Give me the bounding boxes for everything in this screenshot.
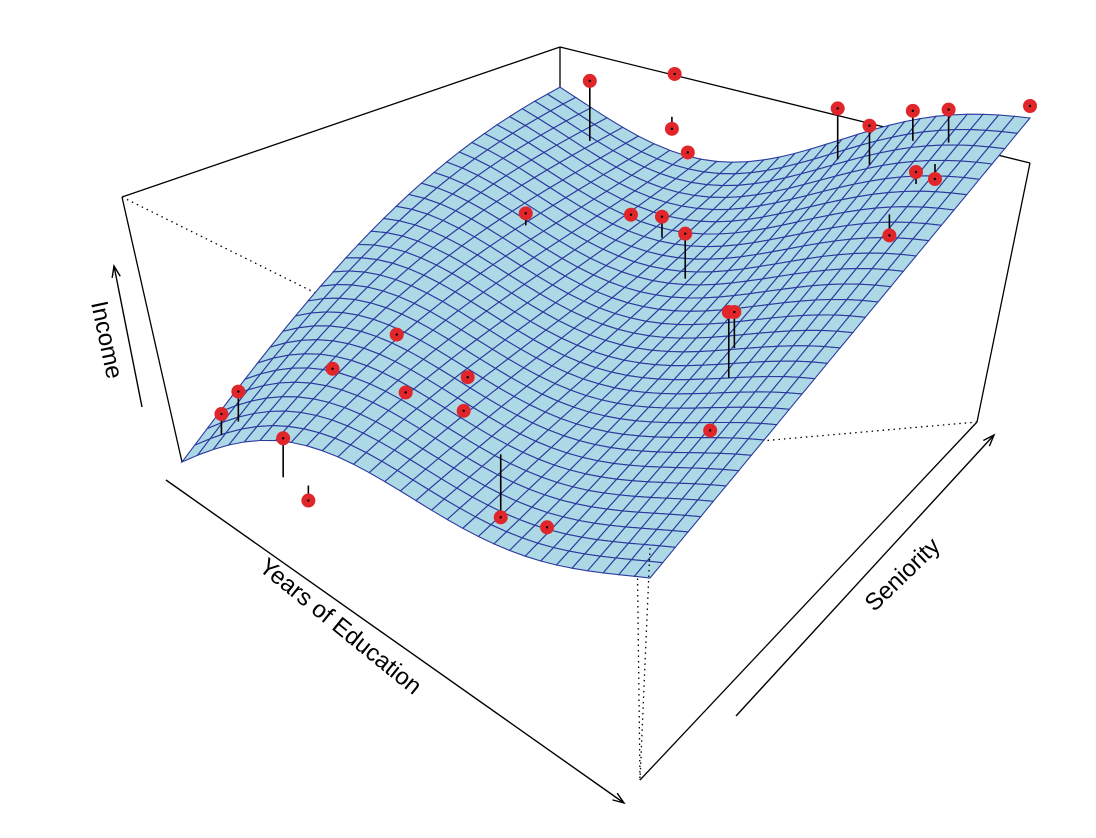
point-center-obs-19 [684,232,687,235]
box-front-edges [639,162,1031,781]
point-center-obs-16 [686,151,690,154]
point-center-obs-15 [670,127,674,131]
point-center-obs-24 [868,124,871,127]
box-edge-right [976,162,1031,423]
x-axis-arrow-head [612,792,626,805]
fitted-surface [180,86,1032,579]
x-axis-arrow-shaft [165,479,625,804]
point-center-obs-10 [499,516,502,519]
point-center-obs-30 [1028,104,1032,108]
box-edge-left [121,196,183,463]
point-center-obs-6 [395,333,398,336]
box-edge-front-vertical [639,547,651,781]
point-center-obs-21 [733,310,736,314]
point-center-obs-25 [911,109,915,113]
point-center-obs-12 [524,212,527,215]
box-edge-floor-back [635,421,978,453]
y-axis-arrow-shaft [735,434,995,717]
point-center-obs-17 [660,215,664,218]
point-center-obs-4 [307,499,310,502]
point-center-obs-5 [331,367,334,370]
y-axis-arrow-head [983,433,996,447]
point-center-obs-14 [673,72,676,76]
axis-arrows [111,263,996,805]
box-edge-top-left [121,46,561,198]
point-center-obs-3 [281,437,285,440]
point-center-obs-26 [947,108,950,111]
point-center-obs-1 [220,412,223,416]
point-center-obs-7 [404,391,407,394]
point-center-obs-11 [545,526,549,529]
z-axis-arrow-shaft [113,265,143,408]
point-center-obs-22 [708,429,712,432]
point-center-obs-18 [629,213,633,216]
z-axis-arrow-head [111,263,121,278]
point-center-obs-28 [888,234,891,237]
point-center-obs-9 [462,409,465,413]
observations [214,66,1037,535]
surface-cell [633,560,664,579]
point-center-obs-27 [933,177,937,181]
point-center-obs-2 [237,390,240,393]
point-center-obs-23 [836,107,839,110]
point-center-obs-8 [466,376,469,379]
point-center-obs-29 [914,170,918,174]
point-center-obs-13 [588,79,592,83]
box-edge-bottom-right [639,421,978,781]
